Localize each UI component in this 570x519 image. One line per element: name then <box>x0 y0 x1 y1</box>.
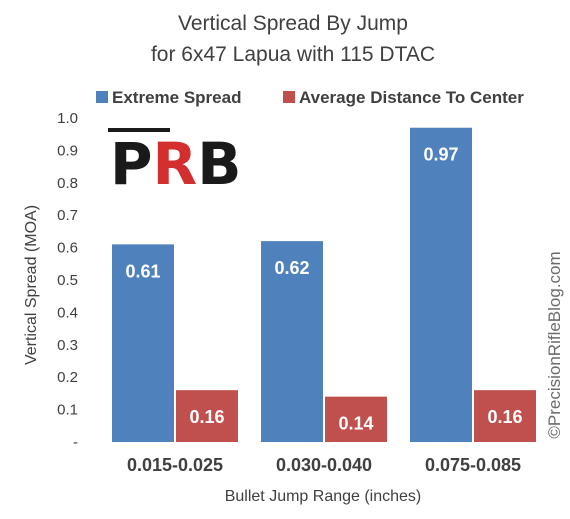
y-tick-label: 0.6 <box>57 240 78 257</box>
y-tick-label: 0.1 <box>57 402 78 419</box>
y-tick-label: 0.2 <box>57 369 78 386</box>
data-label: 0.14 <box>338 414 373 434</box>
legend-label-extreme-spread: Extreme Spread <box>112 88 241 107</box>
chart-subtitle: for 6x47 Lapua with 115 DTAC <box>151 43 435 66</box>
prb-logo: PRB <box>108 128 241 198</box>
bar-extreme-spread-1 <box>261 241 323 442</box>
y-tick-label: - <box>73 434 78 451</box>
x-category-label: 0.075-0.085 <box>425 455 521 475</box>
y-tick-label: 0.4 <box>57 304 78 321</box>
y-tick-label: 0.8 <box>57 175 78 192</box>
bars: 0.61 0.16 0.62 0.14 0.97 0.16 <box>112 127 536 442</box>
x-category-label: 0.030-0.040 <box>276 455 372 475</box>
x-category-label: 0.015-0.025 <box>127 455 223 475</box>
bar-extreme-spread-2 <box>410 127 472 442</box>
data-label: 0.16 <box>487 407 522 427</box>
bar-average-distance-2 <box>474 390 536 442</box>
y-axis-ticks: - 0.1 0.2 0.3 0.4 0.5 0.6 0.7 0.8 0.9 1.0 <box>57 110 78 451</box>
y-tick-label: 0.5 <box>57 272 78 289</box>
chart-title: Vertical Spread By Jump <box>178 12 408 35</box>
x-axis-title: Bullet Jump Range (inches) <box>225 488 422 505</box>
legend-swatch-extreme-spread <box>96 91 108 103</box>
logo-text: PRB <box>110 130 241 198</box>
y-tick-label: 0.7 <box>57 207 78 224</box>
bar-average-distance-0 <box>176 390 238 442</box>
bar-average-distance-1 <box>325 396 387 442</box>
legend: Extreme Spread Average Distance To Cente… <box>96 88 524 107</box>
logo-rifle-icon <box>108 128 170 132</box>
data-label: 0.61 <box>125 261 160 281</box>
y-tick-label: 0.3 <box>57 337 78 354</box>
legend-swatch-average-distance <box>283 91 295 103</box>
data-label: 0.97 <box>423 145 458 165</box>
x-axis-categories: 0.015-0.025 0.030-0.040 0.075-0.085 <box>127 455 521 475</box>
y-tick-label: 1.0 <box>57 110 78 127</box>
copyright-watermark: ©PrecisionRifleBlog.com <box>545 251 564 438</box>
bar-extreme-spread-0 <box>112 244 174 442</box>
data-label: 0.16 <box>189 407 224 427</box>
y-axis-title: Vertical Spread (MOA) <box>23 205 40 365</box>
data-label: 0.62 <box>274 258 309 278</box>
legend-label-average-distance: Average Distance To Center <box>299 88 524 107</box>
y-tick-label: 0.9 <box>57 142 78 159</box>
